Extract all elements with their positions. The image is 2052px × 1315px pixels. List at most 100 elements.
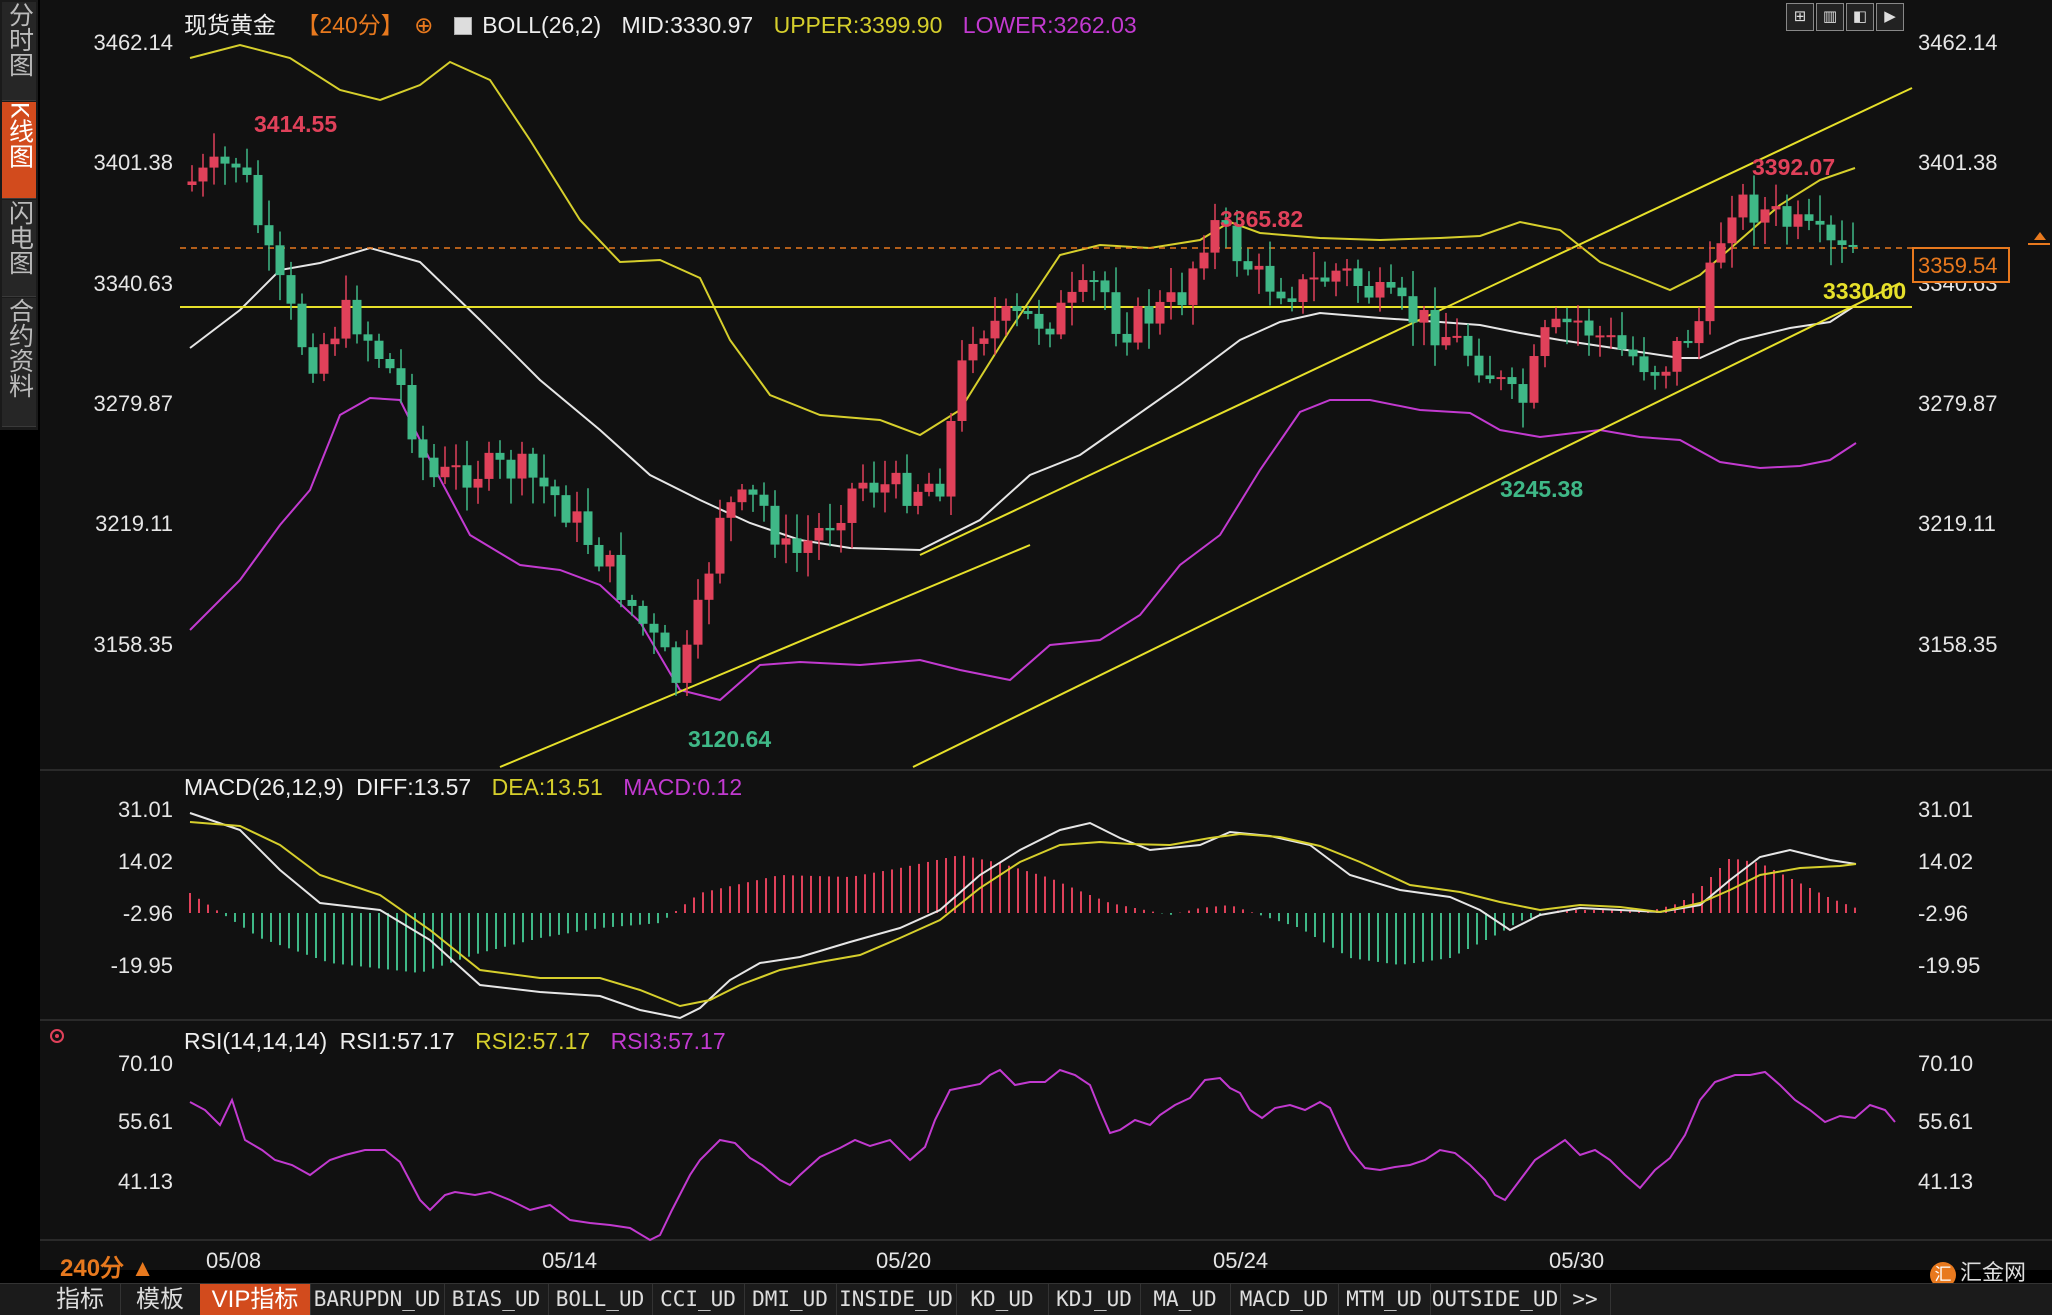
- candle-body: [748, 489, 758, 495]
- candle-body: [1694, 321, 1704, 344]
- period-selector[interactable]: 240分 ▲: [60, 1255, 155, 1282]
- price-tick-left: 3219.11: [95, 511, 173, 536]
- price-tick-right: 3279.87: [1918, 391, 1998, 416]
- macd-tick-left: -2.96: [123, 901, 173, 926]
- candle-body: [1661, 371, 1671, 376]
- candle-body: [1496, 377, 1506, 380]
- candle-body: [704, 573, 714, 600]
- macd-macd-value: MACD:0.12: [623, 774, 743, 800]
- add-icon[interactable]: ⊕: [414, 12, 434, 38]
- bottom-tab[interactable]: MTM_UD: [1338, 1284, 1431, 1315]
- annotation-support: 3330.00: [1823, 278, 1906, 304]
- tab-time-chart[interactable]: 分时图: [2, 2, 36, 101]
- candle-body: [495, 452, 505, 460]
- bottom-tab[interactable]: VIP指标: [200, 1284, 311, 1315]
- candle-body: [1848, 244, 1858, 247]
- candle-body: [275, 245, 285, 276]
- boll-indicator-name[interactable]: BOLL(26,2): [482, 12, 602, 38]
- next-icon[interactable]: ▶: [1876, 3, 1904, 31]
- macd-dea-line: [189, 821, 1857, 1008]
- candle-body: [946, 421, 956, 497]
- candle-body: [979, 338, 989, 344]
- candle-body: [550, 486, 560, 496]
- candle-body: [1199, 252, 1209, 269]
- candle-body: [1320, 277, 1330, 282]
- candle-body: [352, 299, 362, 335]
- rsi3-value: RSI3:57.17: [610, 1028, 726, 1054]
- candle-body: [484, 452, 494, 479]
- macd-dea-value: DEA:13.51: [491, 774, 603, 800]
- bottom-tab[interactable]: CCI_UD: [652, 1284, 745, 1315]
- bottom-tab[interactable]: 模板: [120, 1284, 201, 1315]
- candle-body: [396, 368, 406, 386]
- candle-body: [198, 167, 208, 182]
- candle-body: [1309, 277, 1319, 280]
- bottom-tab[interactable]: OUTSIDE_UD: [1430, 1284, 1561, 1315]
- candle-body: [968, 343, 978, 361]
- bottom-tab[interactable]: INSIDE_UD: [836, 1284, 957, 1315]
- prev-icon[interactable]: ◧: [1846, 3, 1874, 31]
- candle-body: [902, 472, 912, 506]
- date-tick: 05/20: [876, 1248, 931, 1273]
- candle-body: [1342, 268, 1352, 271]
- price-tick-right: 3462.14: [1918, 30, 1998, 55]
- candle-body: [616, 554, 626, 600]
- candle-body: [1749, 194, 1759, 223]
- candle-body: [671, 647, 681, 683]
- bottom-tab[interactable]: 指标: [40, 1284, 121, 1315]
- bar-icon[interactable]: ▥: [1816, 3, 1844, 31]
- candle-body: [682, 644, 692, 683]
- tab-flash-chart[interactable]: 闪电图: [2, 200, 36, 297]
- candle-body: [1100, 280, 1110, 293]
- layout-icon[interactable]: ⊞: [1786, 3, 1814, 31]
- macd-tick-right: 14.02: [1918, 849, 1973, 874]
- bottom-tab[interactable]: BARUPDN_UD: [310, 1284, 445, 1315]
- bottom-tab[interactable]: KDJ_UD: [1048, 1284, 1141, 1315]
- candle-body: [1815, 220, 1825, 225]
- candle-body: [572, 511, 582, 523]
- candle-body: [1397, 287, 1407, 297]
- settings-dot-icon[interactable]: [50, 1029, 64, 1043]
- candle-body: [330, 338, 340, 345]
- bottom-tab[interactable]: DMI_UD: [744, 1284, 837, 1315]
- rsi-title[interactable]: RSI(14,14,14): [184, 1028, 328, 1054]
- bottom-tab[interactable]: >>: [1560, 1284, 1611, 1315]
- logo-text: 汇金网: [1960, 1260, 2027, 1285]
- tab-contract-info[interactable]: 合约资料: [2, 298, 36, 427]
- candle-body: [308, 347, 318, 374]
- rsi-tick-right: 70.10: [1918, 1051, 1973, 1076]
- boll-mid-line: [189, 246, 1857, 552]
- candle-body: [880, 484, 890, 493]
- tab-kline-chart-label: K线图: [5, 102, 34, 169]
- candle-body: [341, 299, 351, 339]
- candle-body: [924, 483, 934, 492]
- trendline-lower-left: [499, 544, 1031, 768]
- period-tag[interactable]: 【240分】: [296, 12, 404, 38]
- tab-kline-chart[interactable]: K线图: [2, 102, 36, 199]
- candle-body: [649, 623, 659, 633]
- candle-body: [220, 156, 230, 164]
- price-tick-left: 3158.35: [93, 632, 173, 657]
- candle-body: [1430, 310, 1440, 346]
- candle-body: [737, 489, 747, 503]
- bottom-tab[interactable]: MA_UD: [1140, 1284, 1231, 1315]
- bottom-tab[interactable]: MACD_UD: [1230, 1284, 1339, 1315]
- macd-diff-value: DIFF:13.57: [356, 774, 472, 800]
- chart-area[interactable]: [40, 0, 2052, 1270]
- candle-body: [770, 505, 780, 545]
- bottom-tab[interactable]: BIAS_UD: [444, 1284, 549, 1315]
- candle-body: [1188, 268, 1198, 306]
- candle-body: [1254, 265, 1264, 270]
- candle-body: [935, 483, 945, 497]
- price-axis-right: 3462.143401.383340.633279.873219.113158.…: [1918, 30, 1998, 657]
- candle-body: [1419, 310, 1429, 323]
- date-tick: 05/14: [542, 1248, 597, 1273]
- candle-body: [286, 275, 296, 304]
- boll-icon[interactable]: [453, 17, 472, 35]
- kline-chart-svg[interactable]: 3462.14 3401.38 3340.63 3279.87 3219.11 3158.…: [0, 0, 2052, 1283]
- bottom-tab[interactable]: KD_UD: [956, 1284, 1049, 1315]
- date-tick: 05/30: [1549, 1248, 1604, 1273]
- price-tick-right: 3219.11: [1918, 511, 1996, 536]
- macd-title[interactable]: MACD(26,12,9): [184, 774, 344, 800]
- bottom-tab[interactable]: BOLL_UD: [548, 1284, 653, 1315]
